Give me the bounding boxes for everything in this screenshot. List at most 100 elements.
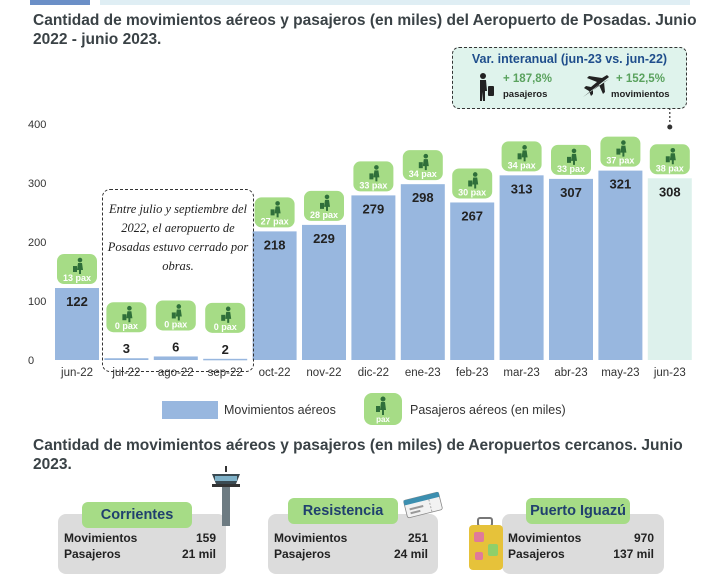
variation-connector-dot bbox=[667, 124, 673, 130]
legend-bar-label: Movimientos aéreos bbox=[224, 403, 336, 417]
airport-row2-value: 21 mil bbox=[181, 547, 216, 561]
airport-row2-value: 137 mil bbox=[613, 547, 654, 561]
bar bbox=[302, 224, 346, 360]
airport-name: Puerto Iguazú bbox=[526, 498, 630, 524]
bar-value-label: 122 bbox=[66, 294, 88, 309]
airplane-icon bbox=[583, 75, 609, 97]
traveler-icon bbox=[571, 153, 577, 165]
bar-value-label: 218 bbox=[264, 237, 286, 252]
suitcase-icon bbox=[73, 266, 77, 273]
traveler-icon bbox=[522, 145, 527, 150]
pax-label: 0 pax bbox=[214, 322, 237, 332]
x-tick-label: sep-22 bbox=[208, 367, 243, 379]
bar bbox=[450, 202, 495, 360]
legend-bar-swatch bbox=[162, 401, 218, 419]
airport-row1-label: Movimientos bbox=[64, 531, 138, 545]
traveler-icon bbox=[472, 177, 479, 189]
traveler-icon bbox=[275, 201, 280, 206]
bar bbox=[104, 358, 149, 360]
y-tick-label: 0 bbox=[28, 355, 34, 367]
traveler-icon bbox=[126, 311, 133, 323]
top-accent-bar bbox=[0, 0, 720, 6]
pax-label: 34 pax bbox=[508, 160, 536, 170]
airport-card-background bbox=[268, 514, 438, 574]
bar-value-label: 308 bbox=[659, 184, 681, 199]
airport-row1-value: 970 bbox=[633, 531, 654, 545]
traveler-icon bbox=[324, 194, 330, 200]
suitcase-icon bbox=[122, 314, 127, 321]
suitcase-icon bbox=[221, 314, 226, 321]
suitcase-icon bbox=[517, 153, 522, 160]
traveler-icon bbox=[521, 150, 528, 162]
airport-card-corrientes: Corrientes Movimientos 159 Pasajeros 21 … bbox=[58, 466, 240, 574]
pax-label: 37 pax bbox=[606, 156, 634, 166]
control-tower-icon bbox=[212, 466, 240, 526]
traveler-icon bbox=[374, 165, 379, 170]
airport-row1-label: Movimientos bbox=[508, 531, 582, 545]
bar bbox=[351, 195, 396, 360]
variation-title: Var. interanual (jun-23 vs. jun-22) bbox=[471, 52, 668, 66]
legend-pax-badge: pax bbox=[364, 393, 402, 425]
airport-row1-value: 159 bbox=[195, 531, 216, 545]
pax-label: 33 pax bbox=[359, 180, 387, 190]
pax-label: 30 pax bbox=[458, 187, 486, 197]
bar-value-label: 6 bbox=[172, 339, 179, 354]
closure-note: Entre julio y septiembre del 2022, el ae… bbox=[107, 202, 249, 273]
bar-value-label: 229 bbox=[313, 231, 335, 246]
variation-movimientos-value: + 152,5% bbox=[616, 73, 665, 85]
suitcase-icon bbox=[616, 148, 621, 155]
airport-row2-label: Pasajeros bbox=[508, 547, 565, 561]
traveler-icon bbox=[324, 199, 330, 211]
bar-value-label: 321 bbox=[610, 177, 632, 192]
traveler-icon bbox=[127, 305, 132, 311]
bar bbox=[549, 178, 593, 360]
bar-value-label: 2 bbox=[222, 342, 229, 357]
traveler-icon bbox=[571, 148, 577, 154]
variation-pasajeros-label: pasajeros bbox=[503, 89, 548, 100]
y-tick-label: 400 bbox=[28, 119, 46, 131]
pax-label: 33 pax bbox=[557, 164, 585, 174]
pax-label: 0 pax bbox=[115, 321, 138, 331]
x-tick-label: ago-22 bbox=[158, 367, 194, 379]
x-tick-label: jun-23 bbox=[653, 367, 686, 379]
suitcase-icon bbox=[469, 517, 503, 570]
bar bbox=[203, 358, 248, 361]
suitcase-icon bbox=[418, 162, 423, 169]
variation-pasajeros-value: + 187,8% bbox=[503, 73, 552, 85]
pax-label: 34 pax bbox=[409, 169, 437, 179]
airport-name: Resistencia bbox=[288, 498, 398, 524]
airport-card-puerto-iguazu: Puerto Iguazú Movimientos 970 Pasajeros … bbox=[466, 478, 666, 574]
y-tick-label: 300 bbox=[28, 178, 46, 190]
bar bbox=[153, 356, 198, 360]
traveler-icon bbox=[77, 257, 83, 263]
pax-label: 27 pax bbox=[261, 216, 289, 226]
airport-card-resistencia: Resistencia Movimientos 251 Pasajeros 24… bbox=[268, 478, 443, 574]
bar-value-label: 298 bbox=[412, 190, 434, 205]
suitcase-icon bbox=[468, 180, 473, 187]
chart-title: Cantidad de movimientos aéreos y pasajer… bbox=[33, 12, 697, 48]
bar-chart: 0 100 200 300 400 122 jun-22 13 pax 3 jul-22 0 pax… bbox=[28, 108, 692, 379]
y-tick-label: 100 bbox=[28, 296, 46, 308]
traveler-icon bbox=[472, 172, 478, 177]
closure-note-box: Entre julio y septiembre del 2022, el ae… bbox=[102, 189, 254, 372]
traveler-icon bbox=[274, 206, 281, 218]
bar-value-label: 267 bbox=[461, 208, 483, 223]
airport-row1-value: 251 bbox=[407, 531, 428, 545]
x-tick-label: may-23 bbox=[601, 367, 639, 379]
bar-value-label: 313 bbox=[511, 181, 533, 196]
variation-movimientos-label: movimientos bbox=[611, 89, 670, 100]
suitcase-icon bbox=[567, 156, 571, 163]
traveler-icon bbox=[423, 153, 429, 159]
bar bbox=[55, 288, 99, 360]
traveler-icon bbox=[175, 309, 182, 321]
suitcase-icon bbox=[369, 173, 374, 180]
nearby-airports-title: Cantidad de movimientos aéreos y pasajer… bbox=[33, 437, 683, 473]
pax-label: 28 pax bbox=[310, 210, 338, 220]
airport-card-background bbox=[502, 514, 664, 574]
variation-box: Var. interanual (jun-23 vs. jun-22) + 18… bbox=[452, 47, 687, 109]
airport-row2-label: Pasajeros bbox=[64, 547, 121, 561]
traveler-icon bbox=[480, 73, 494, 101]
y-tick-label: 200 bbox=[28, 237, 46, 249]
traveler-icon bbox=[620, 145, 627, 157]
traveler-icon bbox=[669, 153, 676, 165]
